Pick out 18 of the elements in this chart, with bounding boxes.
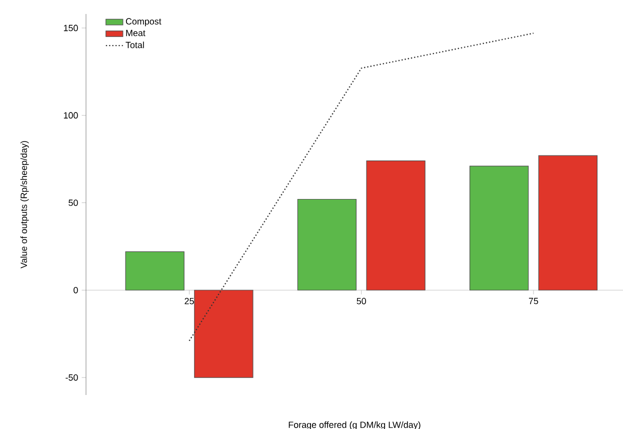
bar (125, 251, 184, 290)
y-tick-label: 0 (74, 286, 78, 294)
y-tick-label: 100 (64, 112, 78, 119)
bar (366, 160, 426, 290)
bar (470, 166, 529, 290)
bar (297, 198, 357, 290)
y-tick-label: -50 (66, 374, 78, 381)
x-tick-label: 25 (184, 298, 194, 304)
x-tick-label: 50 (356, 298, 366, 304)
legend-label: Meat (126, 30, 146, 36)
bar (538, 155, 598, 290)
legend-label: Compost (126, 18, 162, 26)
bar (194, 290, 254, 378)
y-axis-title: Value of outputs (Rp/sheep/day) (20, 141, 29, 268)
y-tick-label: 50 (68, 200, 78, 206)
y-tick-label: 150 (64, 24, 78, 32)
legend-label: Total (126, 42, 144, 48)
x-tick-label: 75 (528, 298, 538, 304)
